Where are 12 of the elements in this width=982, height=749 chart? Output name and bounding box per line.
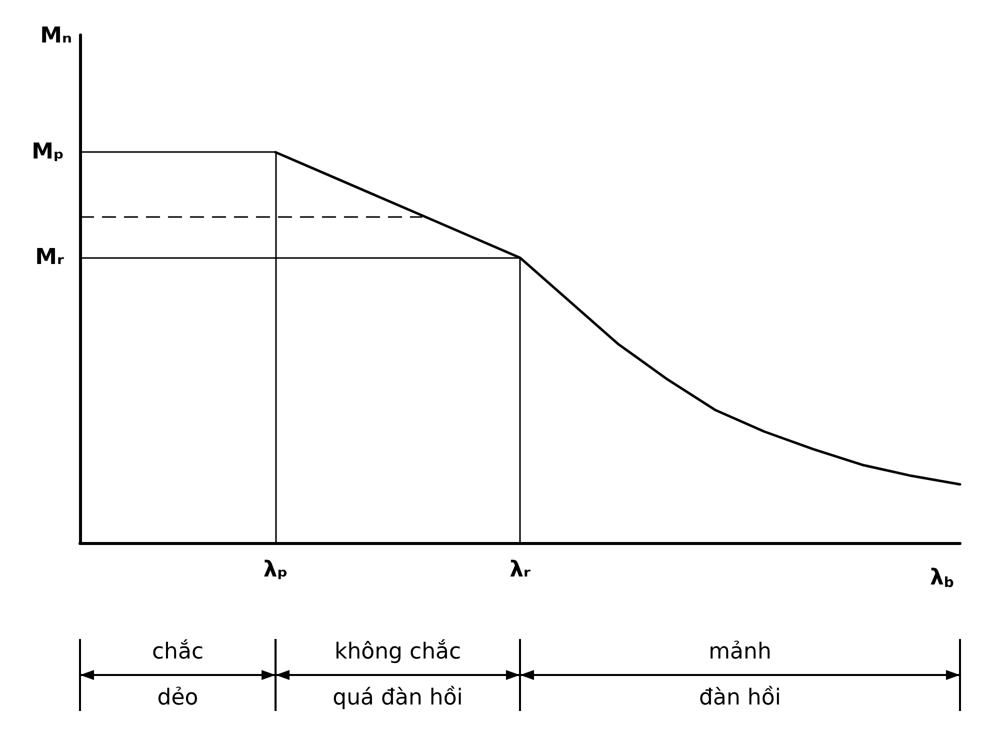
- x-tick-label: λₚ: [263, 558, 288, 582]
- text: mảnh: [708, 640, 772, 664]
- text: không chắc: [334, 638, 462, 664]
- text: đàn hồi: [699, 686, 781, 710]
- ref-line-label: Mₚ: [32, 140, 64, 165]
- text: dẻo: [157, 686, 198, 710]
- text: chắc: [152, 638, 204, 664]
- x-axis-title: λb: [930, 566, 954, 591]
- ref-line-label: Mᵣ: [35, 245, 64, 270]
- text: quá đàn hồi: [332, 686, 463, 710]
- y-axis-title: Mₙ: [40, 24, 72, 48]
- x-tick-label: λᵣ: [510, 558, 530, 582]
